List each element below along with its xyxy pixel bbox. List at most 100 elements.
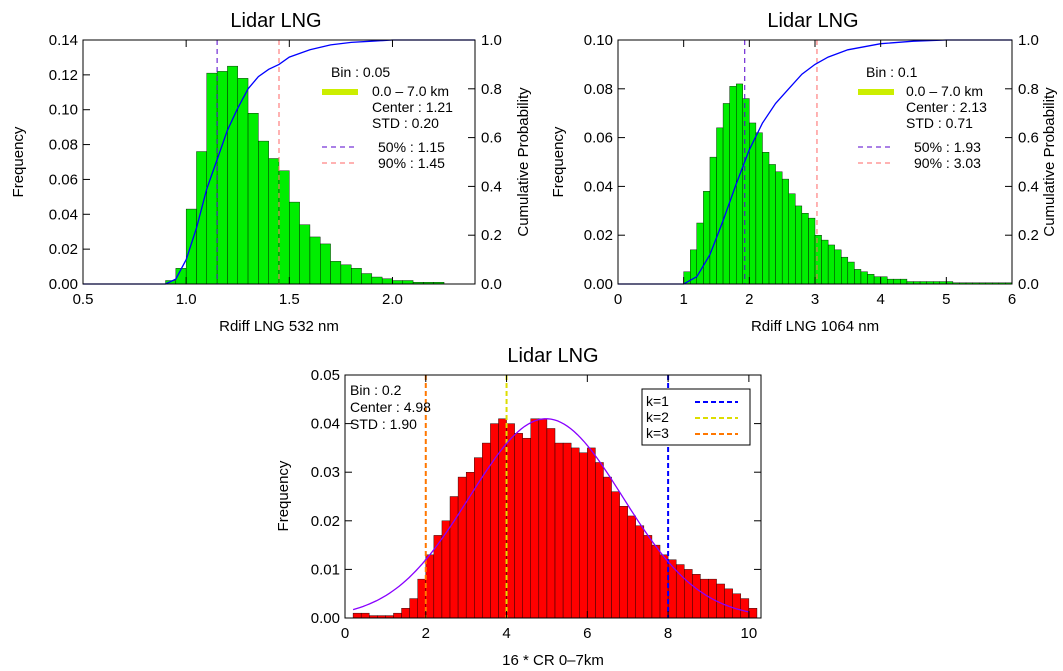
panel-cr-ytick-label: 0.00 [311, 610, 340, 627]
panel-cr-bar [490, 423, 499, 619]
panel-1064-legend: Bin : 0.1 0.0 – 7.0 km Center : 2.13 STD… [858, 64, 987, 171]
panel-1064-xtick-label: 3 [811, 291, 819, 308]
panel-1064-xtick-label: 5 [942, 291, 950, 308]
panel-1064-bar [781, 178, 789, 285]
panel-1064-ytick-label: 0.02 [584, 227, 613, 244]
panel-1064-bar [900, 278, 908, 285]
panel-1064-bar [887, 278, 895, 285]
panel-cr-bar [352, 612, 362, 619]
panel-532-bar [320, 243, 331, 285]
panel-1064-bar [736, 83, 743, 285]
panel-cr-bar [748, 608, 758, 619]
panel-532-bar [392, 280, 403, 285]
panel-1064-bar [834, 249, 842, 285]
panel-cr-bar [740, 598, 750, 619]
panel-cr-bar [546, 428, 556, 619]
panel-1064-bar [847, 261, 855, 285]
panel-532-legend-p50: 50% : 1.15 [378, 139, 445, 155]
panel-1064-lines [618, 39, 1012, 285]
panel-532-legend-range-swatch [322, 89, 358, 95]
panel-532-legend: Bin : 0.05 0.0 – 7.0 km Center : 1.21 ST… [322, 64, 453, 171]
panel-532-xlabel: Rdiff LNG 532 nm [219, 318, 339, 335]
panel-532-bar [278, 170, 290, 285]
panel-cr-bar [579, 452, 588, 619]
panel-cr-ytick-label: 0.03 [311, 464, 340, 481]
panel-cr-legend-k1-label: k=1 [646, 393, 669, 409]
panel-1064-bar [709, 156, 717, 285]
panel-cr-bar [530, 418, 540, 619]
panel-532-bar [330, 261, 342, 285]
panel-cr-fit-line [352, 418, 750, 613]
panel-1064-bar [742, 98, 750, 285]
panel-cr-bar [700, 578, 709, 619]
panel-532-ytick-label: 0.08 [49, 137, 78, 154]
panel-532-cumulative-line [83, 39, 475, 285]
panel-cr-bar [732, 593, 742, 619]
panel-532-legend-center: Center : 1.21 [372, 99, 453, 115]
panel-cr-bar [603, 476, 612, 619]
panel-532-y2tick-label: 0.4 [481, 178, 502, 195]
panel-cr-bar [724, 588, 733, 619]
panel-cr-bar [651, 544, 661, 619]
panel-cr-xtick-label: 0 [341, 625, 349, 642]
panel-1064-bar [814, 234, 822, 285]
panel-cr-bar [595, 462, 604, 619]
panel-cr-xtick-label: 2 [422, 625, 430, 642]
panel-cr-ytick-label: 0.02 [311, 513, 340, 530]
panel-532-bar [309, 236, 321, 285]
panel-1064-y2label: Cumulative Probability [1041, 87, 1058, 237]
panel-532-ytick-label: 0.12 [49, 67, 78, 84]
panel-532-bar [216, 71, 228, 285]
panel-532-bar [206, 72, 218, 285]
panel-1064-legend-center: Center : 2.13 [906, 99, 987, 115]
panel-532-ytick-label: 0.06 [49, 171, 78, 188]
panel-cr-bar [611, 491, 620, 619]
panel-532-ytick-label: 0.00 [49, 276, 78, 293]
panel-1064-bars [683, 83, 1013, 285]
panel-532-y2label: Cumulative Probability [515, 87, 532, 237]
panel-532-bar [351, 268, 362, 285]
panel-cr-bar [659, 554, 669, 619]
panel-cr-legend-k2-label: k=2 [646, 409, 669, 425]
panel-532-y2tick-label: 0.6 [481, 130, 502, 147]
panel-532-xtick-label: 2.0 [382, 291, 403, 308]
panel-1064-bar [808, 217, 816, 285]
panel-1064-bar [854, 269, 862, 285]
panel-532-legend-range: 0.0 – 7.0 km [372, 83, 449, 99]
panel-1064-bar [762, 152, 770, 285]
panel-1064-bar [801, 213, 809, 285]
panel-cr-lines [352, 375, 750, 618]
panel-cr-bar [417, 578, 426, 619]
panel-cr-legend-k3-label: k=3 [646, 425, 669, 441]
panel-532-ytick-label: 0.10 [49, 102, 78, 119]
panel-1064-cumulative-line [618, 39, 1012, 285]
panel-532-title: Lidar LNG [230, 10, 321, 32]
panel-cr-bar [538, 418, 548, 619]
panel-cr-stats-std: STD : 1.90 [350, 416, 417, 432]
panel-1064-ytick-label: 0.04 [584, 178, 613, 195]
panel-532-bar [340, 264, 352, 285]
panel-cr-bar [441, 520, 451, 619]
panel-cr-stats-bin: Bin : 0.2 [350, 382, 402, 398]
panel-532-xtick-label: 0.5 [73, 291, 94, 308]
panel-cr-bar [627, 515, 636, 619]
panel-1064-legend-range: 0.0 – 7.0 km [906, 83, 983, 99]
panel-1064: Lidar LNG 0 1 2 3 4 5 6 0.00 0.02 0.04 0.06 0.08 0.1… [550, 10, 1058, 335]
panel-1064-ytick-label: 0.10 [584, 32, 613, 49]
panel-532-bar [268, 158, 280, 285]
panel-1064-xtick-label: 6 [1008, 291, 1016, 308]
panel-cr-xtick-label: 6 [583, 625, 591, 642]
panel-cr-ytick-label: 0.04 [311, 416, 340, 433]
panel-cr-bar [474, 457, 483, 619]
panel-532-frame [82, 39, 476, 285]
panel-cr-bar [401, 608, 410, 619]
panel-532-bar [371, 276, 383, 285]
panel-532-y2tick-label: 0.0 [481, 276, 502, 293]
panel-532-bar [258, 140, 269, 285]
panel-1064-y2tick-label: 0.0 [1018, 276, 1039, 293]
panel-cr-bar [562, 442, 572, 619]
panel-cr-bar [449, 496, 459, 619]
panel-1064-xtick-label: 2 [745, 291, 753, 308]
panel-1064-bar [795, 205, 803, 285]
